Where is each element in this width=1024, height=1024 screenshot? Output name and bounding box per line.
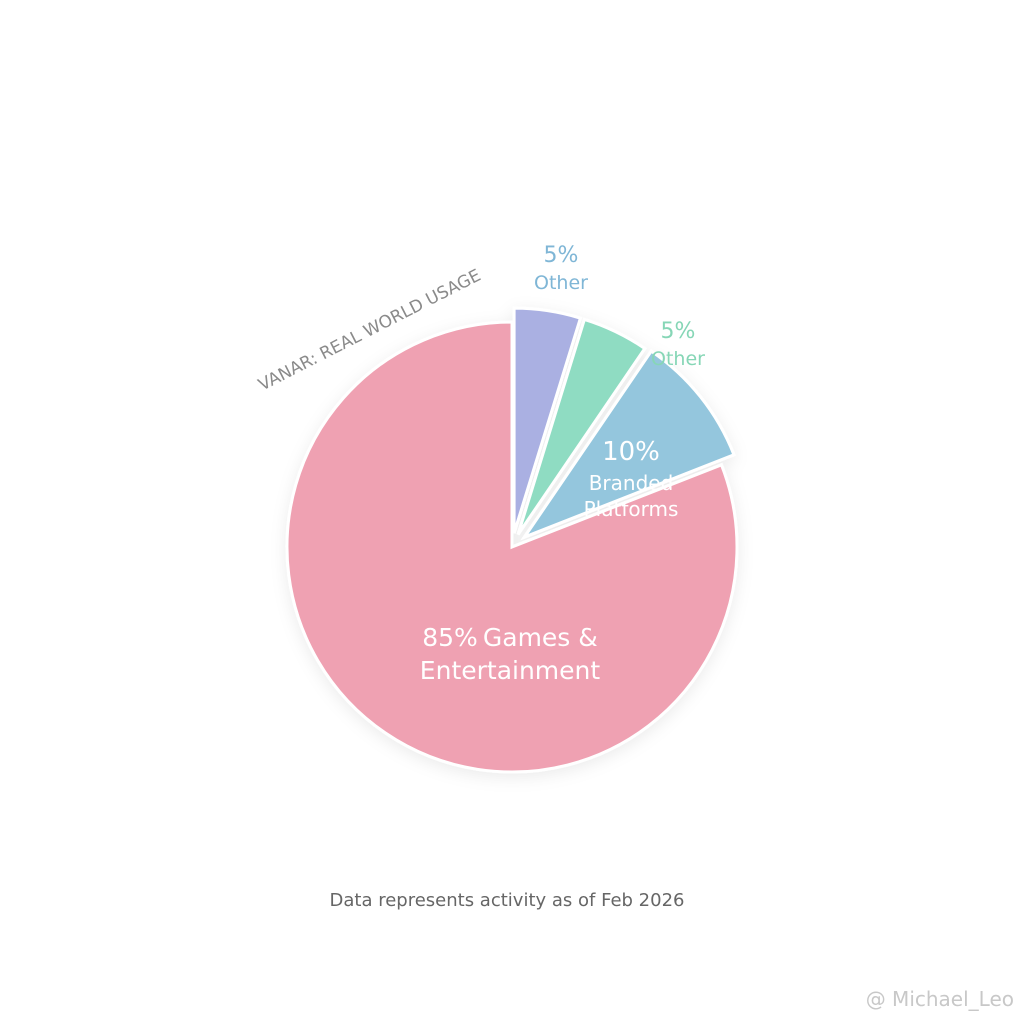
- slice-label: 85% Games & Entertainment: [400, 622, 620, 687]
- pie: [285, 306, 739, 774]
- pie-slice: [516, 317, 647, 536]
- pie-slice: [512, 306, 583, 534]
- slice-label: 5% Other: [534, 242, 588, 295]
- category-label: Other: [534, 271, 588, 294]
- value-label: 5%: [543, 243, 579, 268]
- category-label: Other: [651, 347, 705, 370]
- slice-label: 5% Other: [651, 318, 705, 371]
- category-label: Branded Platforms: [583, 470, 679, 521]
- value-label: 10%: [602, 437, 660, 467]
- pie-slice: [520, 349, 736, 541]
- value-label: 85%: [422, 623, 478, 652]
- footnote: Data represents activity as of Feb 2026: [330, 890, 685, 911]
- pie-slice: [285, 320, 739, 774]
- slice-label: 10% Branded Platforms: [556, 436, 706, 522]
- value-label: 5%: [660, 319, 696, 344]
- watermark: @ Michael_Leo: [866, 987, 1014, 1011]
- category-label: Games & Entertainment: [419, 623, 601, 685]
